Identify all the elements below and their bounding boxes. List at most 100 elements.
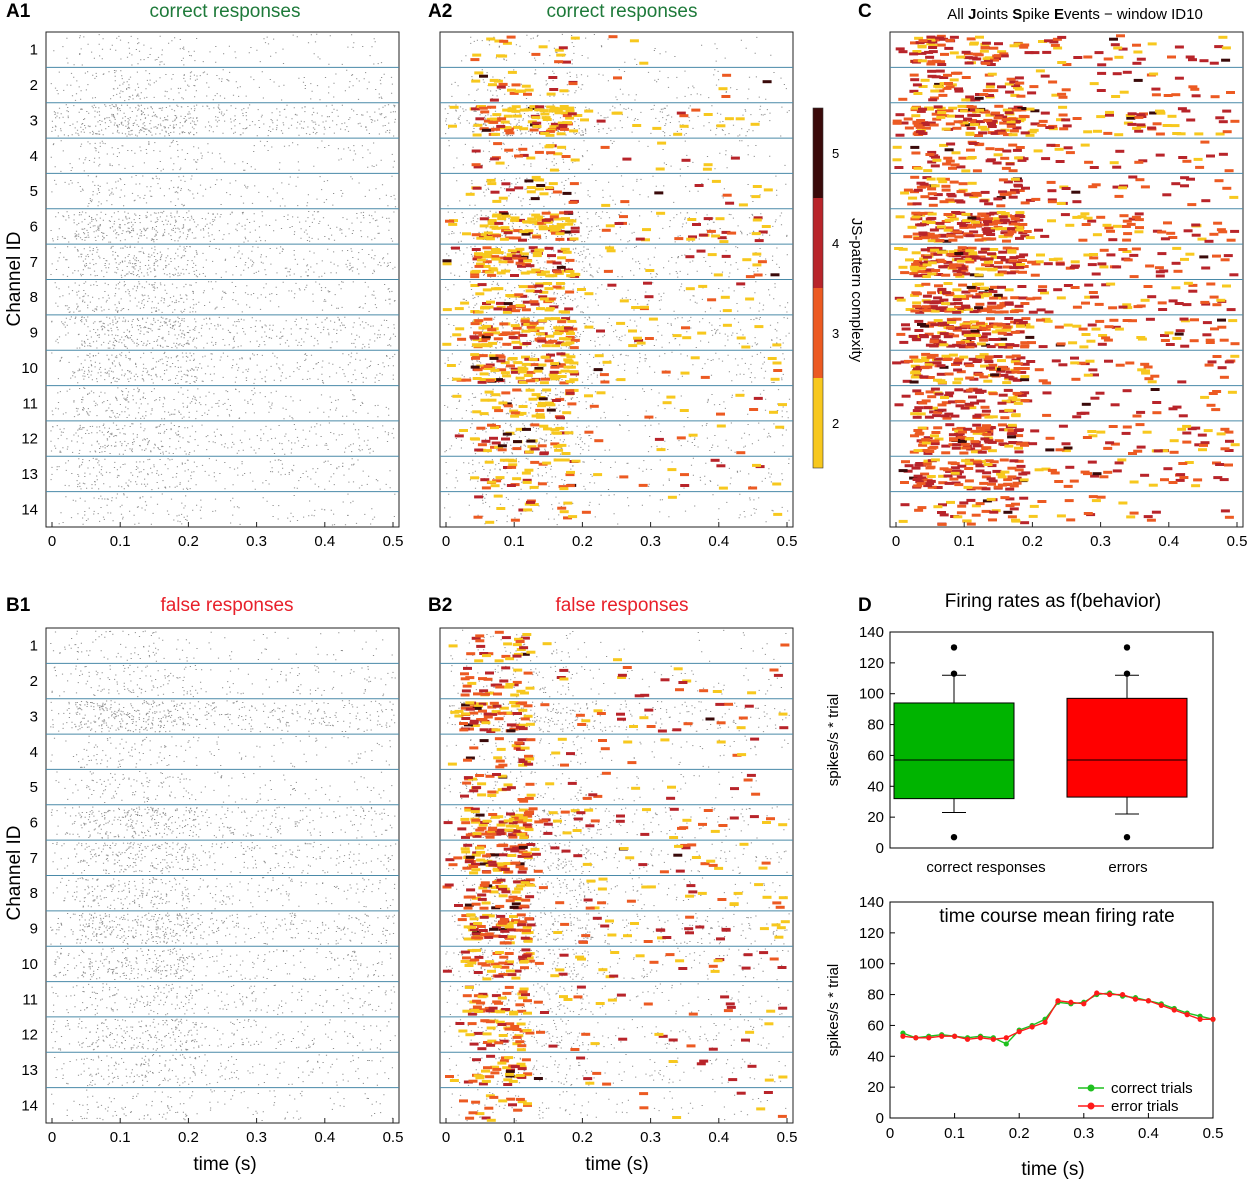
js-event	[1116, 34, 1125, 38]
js-event	[940, 52, 949, 56]
js-event	[1055, 448, 1065, 452]
js-event	[467, 1022, 477, 1026]
js-event	[718, 87, 728, 91]
js-event	[916, 185, 926, 189]
js-event	[920, 78, 930, 82]
js-event	[529, 485, 539, 489]
js-event	[518, 238, 527, 242]
js-event	[761, 861, 771, 865]
js-event	[977, 212, 987, 216]
channel-label-6: 6	[30, 218, 38, 235]
js-event	[993, 153, 1003, 157]
js-event	[900, 503, 910, 507]
js-event	[1218, 35, 1228, 39]
js-event	[930, 309, 940, 313]
js-event	[535, 408, 545, 412]
js-event	[923, 169, 933, 173]
js-event	[916, 412, 926, 416]
js-event	[514, 1034, 524, 1038]
js-event	[697, 891, 707, 895]
js-event	[561, 217, 570, 221]
js-event	[999, 192, 1009, 196]
js-event	[937, 250, 947, 254]
js-event	[507, 854, 517, 857]
js-event	[965, 341, 975, 344]
js-event	[965, 376, 975, 380]
js-event	[1181, 109, 1191, 113]
js-event	[1119, 184, 1129, 188]
js-event	[606, 249, 616, 253]
js-event	[1021, 323, 1031, 327]
js-event	[517, 820, 527, 824]
js-event	[980, 267, 990, 271]
js-event	[718, 486, 728, 490]
js-event	[952, 269, 962, 273]
js-event	[1219, 338, 1229, 342]
js-event	[465, 676, 475, 680]
js-event	[525, 686, 535, 690]
js-event	[728, 1078, 738, 1082]
js-event	[476, 1001, 486, 1005]
js-event	[505, 458, 515, 462]
js-event	[974, 234, 984, 238]
js-event	[461, 689, 471, 693]
js-event	[569, 346, 579, 350]
js-event	[538, 45, 548, 49]
js-event	[471, 437, 480, 441]
js-event	[752, 252, 762, 256]
js-event	[1010, 188, 1019, 192]
js-event	[1114, 55, 1124, 59]
js-event	[531, 116, 541, 120]
js-event	[560, 369, 570, 373]
js-event	[753, 273, 763, 277]
js-event	[515, 261, 525, 265]
js-event	[1038, 345, 1048, 349]
js-event	[518, 147, 528, 151]
js-event	[972, 414, 982, 418]
js-event	[469, 711, 479, 715]
js-event	[508, 921, 518, 925]
js-event	[1050, 43, 1060, 47]
js-event	[920, 472, 930, 476]
js-event	[491, 132, 501, 136]
series-point	[1081, 1001, 1087, 1007]
series-point	[1094, 990, 1100, 996]
js-event	[520, 691, 529, 695]
js-event	[1009, 129, 1019, 133]
js-event	[505, 683, 515, 686]
js-event	[507, 465, 517, 469]
js-event	[1014, 87, 1024, 91]
js-event	[486, 1026, 496, 1030]
js-event	[981, 409, 991, 413]
js-event	[994, 114, 1004, 118]
js-event	[1081, 223, 1091, 226]
js-event	[1122, 389, 1132, 393]
y-tick-label-60: 60	[867, 1017, 884, 1034]
js-event	[928, 203, 938, 207]
js-event	[710, 829, 720, 833]
js-event	[917, 506, 927, 510]
js-event	[926, 35, 936, 39]
js-event	[758, 230, 768, 234]
js-event	[511, 105, 521, 109]
js-event	[1155, 274, 1165, 278]
js-event	[980, 247, 990, 251]
js-event	[949, 78, 959, 82]
js-event	[1097, 342, 1107, 346]
js-event	[925, 482, 935, 486]
js-event	[481, 486, 491, 490]
js-event	[766, 817, 775, 821]
js-event	[581, 1032, 591, 1036]
js-event	[936, 34, 946, 38]
js-event	[508, 463, 518, 467]
js-event	[1200, 395, 1210, 399]
js-event	[939, 343, 949, 347]
js-event	[974, 273, 984, 277]
js-event	[512, 114, 522, 118]
js-event	[1037, 288, 1047, 292]
js-event	[979, 375, 989, 379]
js-event	[505, 1074, 515, 1078]
js-event	[964, 294, 974, 298]
panel-label-d: D	[858, 595, 872, 616]
